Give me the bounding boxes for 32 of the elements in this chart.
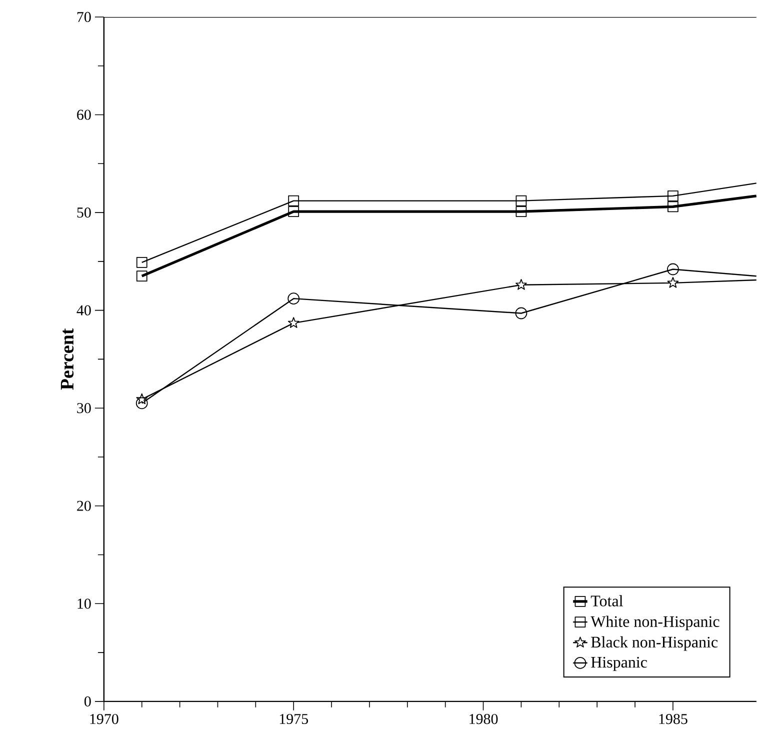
x-tick-label: 1985	[659, 714, 688, 724]
point	[516, 278, 527, 290]
legend-label: Hispanic	[591, 656, 647, 671]
point	[288, 316, 300, 328]
legend-label: Black non-Hispanic	[591, 636, 718, 651]
point	[667, 263, 679, 276]
point	[516, 195, 527, 206]
point	[668, 201, 678, 212]
x-tick-label: 1970	[90, 714, 118, 724]
point	[667, 276, 679, 288]
y-tick-label: 0	[84, 696, 91, 706]
y-tick-label: 60	[77, 110, 91, 120]
point	[668, 190, 678, 202]
point	[136, 397, 148, 409]
point	[516, 206, 527, 217]
legend-label: White non-Hispanic	[590, 616, 720, 630]
y-tick-label: 50	[77, 207, 91, 218]
point	[288, 195, 300, 206]
point	[288, 206, 300, 217]
y-axis-title: Percent	[60, 328, 74, 390]
y-tick-label: 20	[77, 500, 91, 511]
y-tick-label: 30	[77, 402, 91, 413]
point	[136, 270, 148, 282]
point	[288, 292, 300, 304]
y-tick-label: 40	[76, 305, 91, 316]
y-tick-label: 10	[78, 598, 91, 609]
y-tick-label: 70	[77, 12, 91, 22]
legend-label: Total	[590, 594, 623, 606]
point	[515, 307, 528, 320]
x-tick-label: 1980	[470, 714, 498, 724]
point	[136, 256, 148, 268]
x-tick-label: 1975	[280, 714, 308, 724]
